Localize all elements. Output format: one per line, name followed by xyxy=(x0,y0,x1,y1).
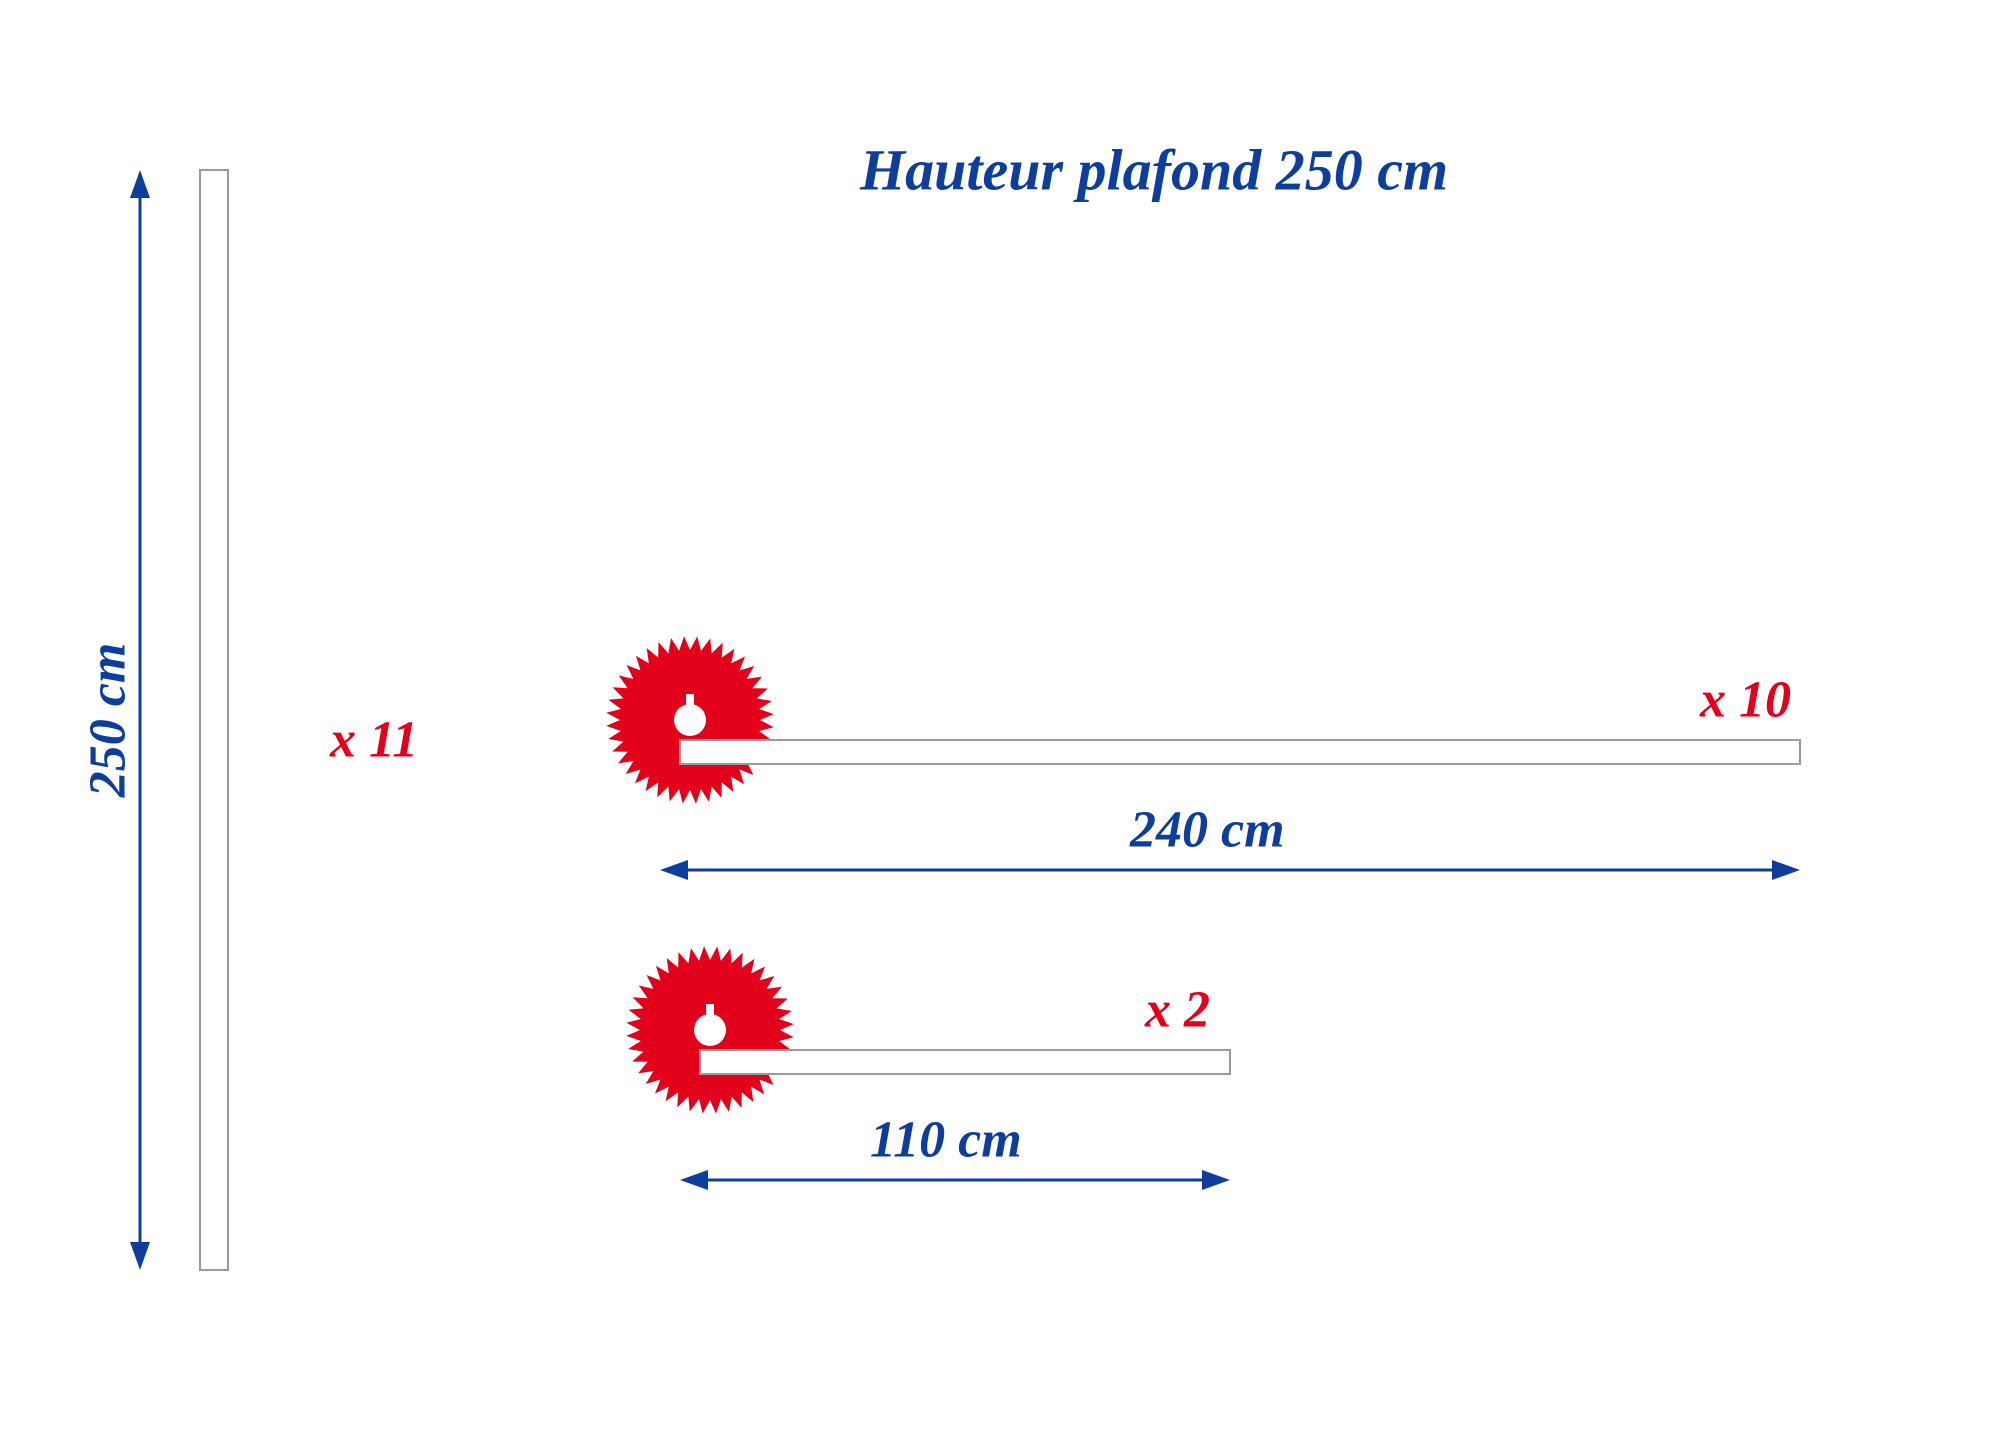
cut1-dimension-label: 240 cm xyxy=(1130,801,1285,860)
diagram-title: Hauteur plafond 250 cm xyxy=(860,137,1448,204)
vertical-dimension-label: 250 cm xyxy=(79,643,138,798)
cut2-dimension-label: 110 cm xyxy=(870,1111,1022,1170)
diagram-canvas: Hauteur plafond 250 cm 250 cm x 11 240 c… xyxy=(0,0,2000,1433)
saw-blade-icon xyxy=(626,946,794,1114)
cut1-piece xyxy=(680,740,1800,764)
cut2-dim-arrow xyxy=(680,1170,1230,1190)
cut1-dim-arrow xyxy=(660,860,1800,880)
vertical-piece xyxy=(200,170,228,1270)
cut2-count-label: x 2 xyxy=(1145,981,1210,1040)
cut2-piece xyxy=(700,1050,1230,1074)
saw-blade-icon xyxy=(606,636,774,804)
vertical-count-label: x 11 xyxy=(330,711,418,770)
cut1-count-label: x 10 xyxy=(1700,671,1791,730)
